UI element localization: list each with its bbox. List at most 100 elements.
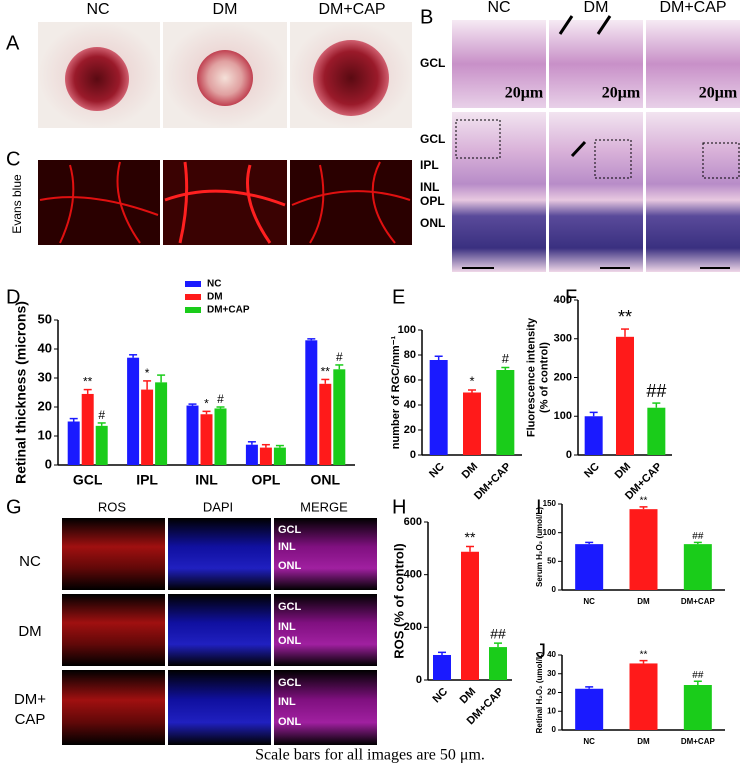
- significance-label: #: [336, 350, 343, 364]
- y-tick-label: 600: [404, 516, 422, 528]
- y-axis-label: number of RGC/mm⁻¹: [390, 335, 402, 449]
- x-tick-label: INL: [195, 472, 218, 488]
- significance-label: ##: [692, 531, 704, 542]
- bar: [489, 647, 507, 680]
- y-tick-label: 0: [566, 449, 572, 461]
- histology: [549, 112, 643, 272]
- eye: [197, 50, 253, 106]
- bar: [461, 551, 479, 680]
- bar: [683, 544, 712, 590]
- inset-box: [702, 142, 740, 179]
- y-tick-label: 100: [543, 528, 557, 537]
- layer-label: INL: [420, 180, 439, 194]
- x-tick-label: IPL: [136, 472, 158, 488]
- bar: [496, 370, 515, 455]
- column-header: NC: [487, 0, 510, 16]
- scale-label: 20μm: [505, 85, 544, 102]
- row-label: CAP: [15, 711, 46, 728]
- column-header: ROS: [98, 499, 127, 514]
- panel-label: I: [536, 496, 542, 518]
- y-tick-label: 50: [38, 311, 52, 326]
- layer-label: GCL: [420, 56, 445, 70]
- significance-label: #: [217, 392, 224, 406]
- y-tick-label: 40: [547, 650, 556, 659]
- bar: [259, 447, 272, 465]
- x-tick-label: GCL: [73, 472, 103, 488]
- column-header: DM+CAP: [318, 1, 385, 18]
- significance-label: ##: [692, 670, 704, 681]
- photo: [168, 594, 271, 666]
- y-axis-label: ROS (% of control): [391, 543, 406, 659]
- bar: [155, 382, 168, 465]
- eye: [313, 40, 389, 116]
- y-tick-label: 100: [398, 324, 416, 336]
- eye: [65, 47, 129, 111]
- x-tick-label: NC: [427, 461, 447, 481]
- column-header: NC: [86, 1, 109, 18]
- photo: [274, 518, 377, 590]
- x-tick-label: DM+CAP: [681, 737, 716, 746]
- y-tick-label: 40: [38, 340, 52, 355]
- y-tick-label: 0: [45, 456, 52, 471]
- panel-label: D: [6, 286, 20, 308]
- bar: [629, 663, 658, 730]
- vessel: [164, 161, 286, 244]
- x-tick-label: NC: [430, 686, 450, 706]
- histology: [549, 20, 643, 108]
- bar: [429, 360, 448, 455]
- layer-label: INL: [278, 621, 296, 633]
- significance-label: **: [321, 364, 331, 378]
- y-tick-label: 0: [552, 585, 557, 594]
- y-axis-label: Fluorescence intensity: [525, 317, 537, 437]
- photo: [274, 670, 377, 745]
- inset-box: [455, 119, 501, 159]
- layer-label: GCL: [420, 132, 445, 146]
- bar: [683, 685, 712, 730]
- legend-label: NC: [207, 279, 221, 290]
- x-tick-label: NC: [583, 737, 595, 746]
- bar: [200, 414, 213, 465]
- y-tick-label: 20: [404, 424, 416, 436]
- x-tick-label: NC: [582, 461, 602, 481]
- y-axis-label: Retinal thickness (microns): [13, 301, 29, 484]
- y-tick-label: 0: [410, 449, 416, 461]
- x-tick-label: DM: [458, 686, 479, 707]
- bar: [433, 654, 451, 680]
- layer-label: GCL: [278, 677, 302, 689]
- panel-label: J: [536, 640, 546, 662]
- panel-label: H: [392, 496, 406, 518]
- significance-label: #: [502, 351, 510, 366]
- y-tick-label: 20: [547, 688, 556, 697]
- y-axis-label: Retinal H₂O₂ (umol/L): [535, 651, 544, 733]
- vessel: [291, 161, 411, 244]
- y-tick-label: 200: [554, 371, 572, 383]
- y-tick-label: 100: [554, 410, 572, 422]
- layer-label: ONL: [278, 716, 302, 728]
- layer-label: GCL: [278, 524, 302, 536]
- y-tick-label: 400: [404, 569, 422, 581]
- significance-label: **: [640, 649, 648, 660]
- panel-label: G: [6, 496, 22, 518]
- x-tick-label: DM: [613, 461, 634, 482]
- row-label: DM+: [14, 691, 46, 708]
- x-tick-label: DM+CAP: [472, 461, 514, 503]
- column-header: DAPI: [203, 499, 233, 514]
- significance-label: #: [98, 408, 105, 422]
- x-tick-label: ONL: [311, 472, 341, 488]
- bar: [333, 369, 346, 465]
- panel-label: C: [6, 148, 20, 170]
- y-tick-label: 0: [552, 725, 557, 734]
- bar: [647, 407, 666, 455]
- panel-label: E: [392, 286, 405, 308]
- bar: [127, 357, 140, 465]
- y-tick-label: 30: [38, 369, 52, 384]
- photo: [168, 518, 271, 590]
- y-tick-label: 40: [404, 399, 416, 411]
- y-axis-label: Serum H₂O₂ (umol/L): [535, 507, 544, 587]
- column-header: DM: [213, 1, 238, 18]
- x-tick-label: NC: [583, 597, 595, 606]
- scale-label: 20μm: [602, 85, 641, 102]
- merge-labels: GCL INL ONL GCL INL ONL GCL INL ONL: [278, 524, 302, 728]
- layer-label: INL: [278, 696, 296, 708]
